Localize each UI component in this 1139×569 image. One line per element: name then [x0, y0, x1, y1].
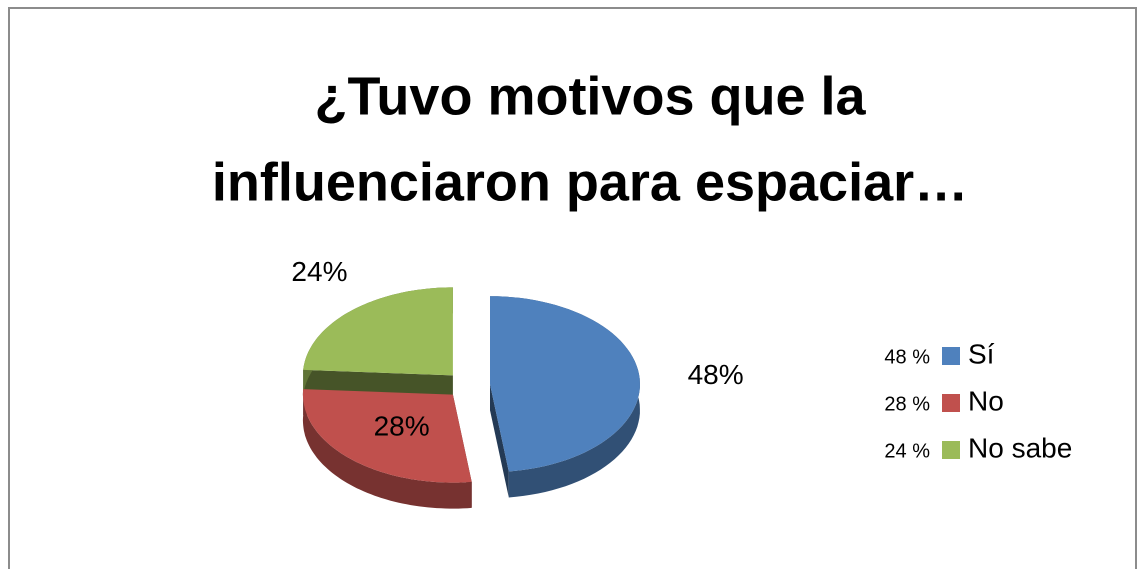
- chart-title: ¿Tuvo motivos que la: [314, 66, 866, 126]
- legend-value: 24 %: [884, 440, 930, 462]
- data-label: 28%: [374, 411, 430, 442]
- pie-slice: [302, 389, 472, 483]
- data-label: 24%: [291, 256, 347, 287]
- pie-slice: [490, 296, 640, 472]
- legend-value: 28 %: [884, 393, 930, 415]
- legend-swatch: [942, 394, 960, 412]
- legend-label: No: [968, 385, 1004, 416]
- slice-side: [302, 389, 472, 509]
- slice-wall: [490, 384, 509, 498]
- legend-swatch: [942, 441, 960, 459]
- legend-label: Sí: [968, 338, 995, 369]
- pie-slice: [303, 287, 453, 376]
- legend-value: 48 %: [884, 346, 930, 368]
- chart-title: influenciaron para espaciar…: [212, 152, 968, 212]
- legend-swatch: [942, 347, 960, 365]
- data-label: 48%: [688, 359, 744, 390]
- legend-label: No sabe: [968, 432, 1072, 463]
